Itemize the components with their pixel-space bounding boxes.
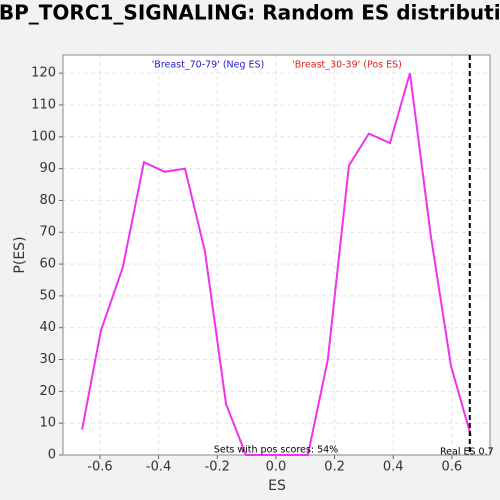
y-tick-label: 10 [39, 416, 56, 431]
annotation: 'Breast_70-79' (Neg ES) [152, 60, 265, 71]
y-tick-label: 120 [31, 66, 56, 81]
chart-title: GOBP_TORC1_SIGNALING: Random ES distribu… [0, 1, 500, 25]
y-tick-label: 40 [39, 320, 56, 335]
x-tick-label: 0.4 [383, 460, 404, 475]
y-tick-label: 20 [39, 384, 56, 399]
y-tick-label: 80 [39, 193, 56, 208]
annotation: Real ES 0.7 [440, 447, 494, 458]
x-tick-label: -0.2 [205, 460, 230, 475]
y-tick-label: 0 [48, 448, 56, 463]
y-tick-label: 30 [39, 352, 56, 367]
annotation: Sets with pos scores: 54% [214, 445, 338, 456]
x-axis-label: ES [268, 478, 286, 494]
y-tick-label: 100 [31, 129, 56, 144]
y-axis-label: P(ES) [12, 236, 28, 273]
y-tick-label: 50 [39, 288, 56, 303]
x-tick-label: 0.0 [266, 460, 287, 475]
y-tick-label: 70 [39, 225, 56, 240]
x-tick-label: 0.2 [324, 460, 345, 475]
y-tick-label: 90 [39, 161, 56, 176]
annotation: 'Breast_30-39' (Pos ES) [292, 60, 402, 71]
x-tick-label: 0.6 [442, 460, 463, 475]
data-line [81, 72, 472, 456]
y-tick-label: 110 [31, 97, 56, 112]
x-tick-label: -0.6 [87, 460, 112, 475]
plot-area [63, 55, 490, 455]
x-tick-label: -0.4 [146, 460, 171, 475]
y-tick-label: 60 [39, 257, 56, 272]
